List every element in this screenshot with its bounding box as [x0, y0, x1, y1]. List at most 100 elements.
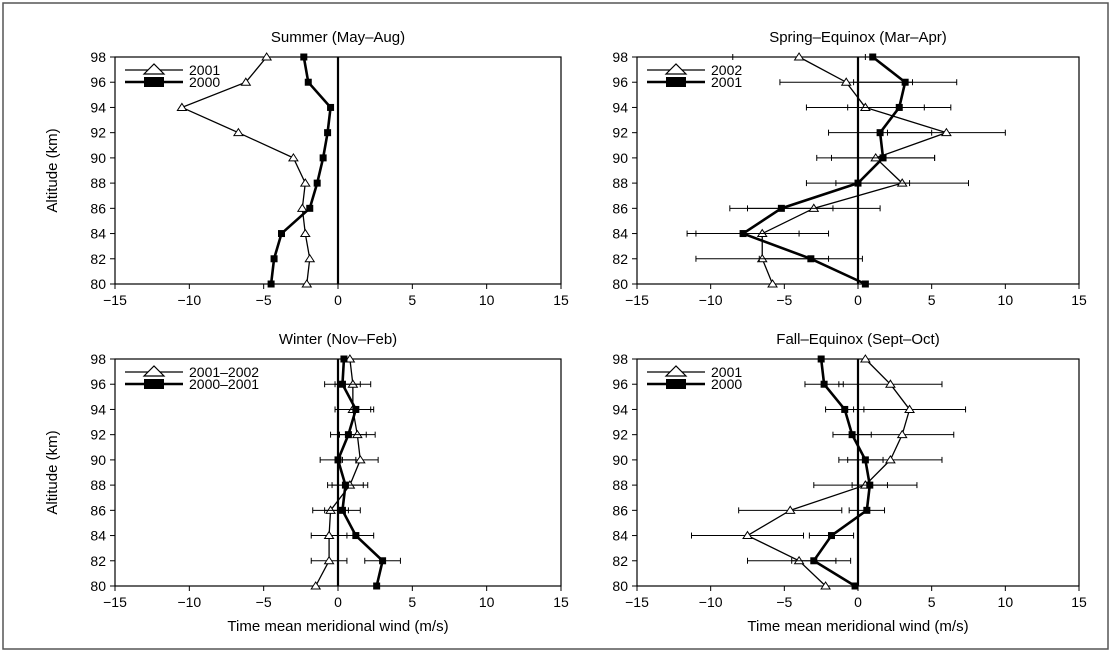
- legend-marker: [666, 77, 686, 87]
- data-point: [793, 52, 805, 61]
- data-point: [940, 127, 952, 137]
- y-tick-label: 96: [90, 74, 106, 90]
- x-tick-label: −5: [776, 594, 792, 610]
- data-point: [296, 203, 308, 212]
- legend-marker: [664, 63, 688, 75]
- data-point: [313, 179, 321, 187]
- x-tick-label: 0: [334, 594, 342, 610]
- panel-title: Spring–Equinox (Mar–Apr): [769, 29, 947, 46]
- data-point: [820, 581, 832, 590]
- x-tick-label: −5: [776, 292, 792, 308]
- y-tick-label: 88: [612, 175, 628, 191]
- y-axis-label: Altitude (km): [44, 128, 61, 212]
- data-point: [352, 532, 360, 540]
- y-tick-label: 90: [90, 150, 106, 166]
- y-tick-label: 80: [90, 276, 106, 292]
- x-tick-label: −15: [103, 594, 127, 610]
- data-point: [817, 355, 825, 363]
- data-point: [777, 204, 785, 212]
- y-tick-label: 92: [612, 427, 628, 443]
- data-point: [879, 154, 887, 162]
- data-point: [859, 102, 871, 111]
- y-tick-label: 82: [90, 553, 106, 569]
- data-point: [304, 78, 312, 86]
- data-point: [841, 405, 849, 413]
- data-point: [300, 53, 308, 61]
- y-tick-label: 86: [612, 200, 628, 216]
- y-tick-label: 92: [90, 427, 106, 443]
- data-point: [861, 280, 869, 288]
- data-point: [827, 532, 835, 540]
- data-point: [869, 53, 877, 61]
- y-tick-label: 96: [612, 376, 628, 392]
- x-tick-label: 10: [998, 292, 1014, 308]
- data-point: [278, 230, 286, 238]
- data-point: [287, 152, 299, 162]
- x-tick-label: −5: [256, 594, 272, 610]
- series-line-2000: [269, 56, 332, 285]
- y-tick-label: 94: [90, 401, 106, 417]
- y-axis-label: Altitude (km): [44, 430, 61, 514]
- y-tick-label: 82: [612, 553, 628, 569]
- panel-fall-equinox: Fall–Equinox (Sept–Oct) Time mean meridi…: [612, 331, 1087, 635]
- legend-marker: [664, 365, 688, 377]
- x-tick-label: −15: [103, 292, 127, 308]
- legend-marker: [666, 379, 686, 389]
- data-point: [820, 380, 828, 388]
- data-point: [323, 555, 335, 565]
- x-tick-label: 5: [928, 292, 936, 308]
- legend-marker: [144, 77, 164, 87]
- data-point: [240, 77, 252, 86]
- data-point: [373, 582, 381, 590]
- y-tick-label: 92: [612, 125, 628, 141]
- data-point: [884, 454, 896, 464]
- legend-label: 2001: [711, 74, 742, 90]
- data-point: [299, 228, 311, 238]
- data-point: [848, 431, 856, 439]
- data-point: [354, 454, 366, 464]
- data-point: [267, 280, 275, 288]
- data-point: [861, 456, 869, 464]
- x-tick-label: 10: [998, 594, 1014, 610]
- x-tick-label: 15: [553, 594, 569, 610]
- x-tick-label: −10: [177, 594, 201, 610]
- y-tick-label: 84: [612, 528, 628, 544]
- legend-marker: [142, 63, 166, 75]
- series-line-2000: [811, 358, 872, 588]
- x-tick-label: −15: [625, 594, 649, 610]
- x-tick-label: −10: [699, 292, 723, 308]
- legend-label: 2000: [711, 376, 742, 392]
- data-point: [301, 279, 313, 288]
- data-point: [810, 557, 818, 565]
- data-point: [319, 154, 327, 162]
- y-tick-label: 84: [90, 226, 106, 242]
- data-point: [904, 404, 915, 413]
- data-point: [854, 179, 862, 187]
- data-point: [876, 129, 884, 137]
- data-point: [767, 279, 778, 288]
- data-point: [352, 405, 360, 413]
- y-tick-label: 90: [612, 452, 628, 468]
- x-tick-label: 15: [1071, 292, 1087, 308]
- panel-summer: Summer (May–Aug) Altitude (km) −15 −10 −5 0…: [44, 29, 569, 308]
- x-tick-label: 0: [334, 292, 342, 308]
- x-tick-label: 10: [479, 292, 495, 308]
- series-line-2000–2001: [336, 358, 385, 587]
- data-point: [851, 582, 859, 590]
- x-tick-label: 5: [408, 594, 416, 610]
- data-point: [176, 102, 188, 111]
- data-point: [347, 379, 359, 388]
- data-point: [344, 354, 356, 363]
- series-line-2002: [761, 56, 949, 285]
- data-point: [338, 380, 346, 388]
- legend-label: 2001: [711, 364, 742, 380]
- y-tick-label: 82: [612, 251, 628, 267]
- data-point: [863, 506, 871, 514]
- y-tick-label: 98: [90, 351, 106, 367]
- y-tick-label: 86: [612, 502, 628, 518]
- data-point: [840, 77, 852, 86]
- y-tick-label: 88: [612, 477, 628, 493]
- legend-marker: [144, 379, 164, 389]
- y-tick-label: 88: [90, 477, 106, 493]
